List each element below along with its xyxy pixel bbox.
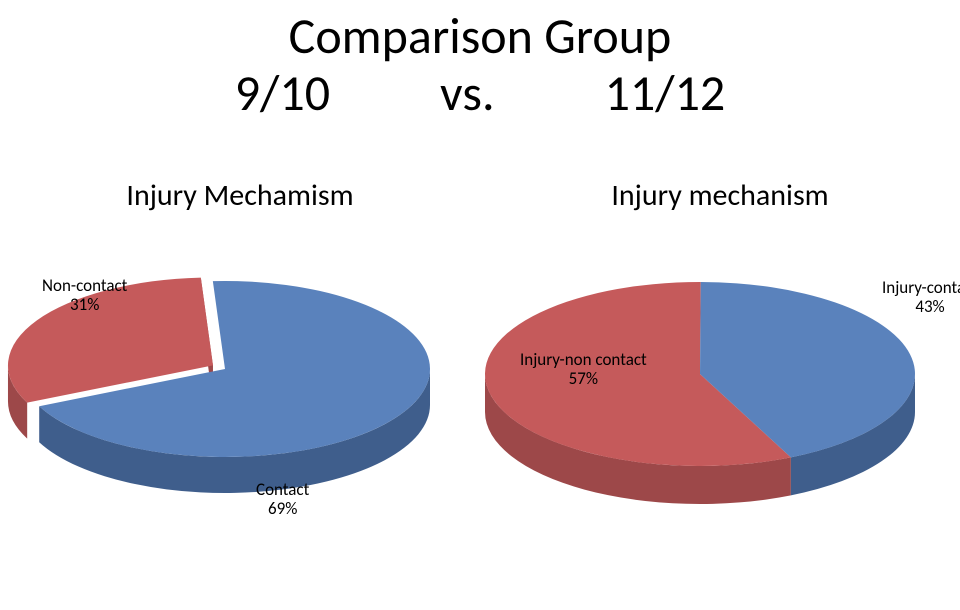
right-pie-chart: Injury-non contact 57% Injury-contact 43… [460,234,960,544]
title-line1: Comparison Group [0,8,960,66]
left-chart-title: Injury Mechamism [0,177,480,214]
right-slice-label-noncontact: Injury-non contact 57% [520,350,647,389]
title-left: 9/10 [235,66,330,121]
title-mid: vs. [440,66,495,121]
left-slice-label-noncontact: Non-contact 31% [42,276,127,315]
left-slice-label-contact: Contact 69% [256,480,309,519]
title-right: 11/12 [605,66,726,121]
left-pie-chart: Non-contact 31% Contact 69% [0,234,480,534]
page-title: Comparison Group 9/10 vs. 11/12 [0,8,960,121]
title-line2: 9/10 vs. 11/12 [0,66,960,121]
right-slice-label-contact: Injury-contact 43% [882,278,960,317]
right-chart-title: Injury mechanism [480,177,960,214]
charts-area: Non-contact 31% Contact 69% Injury-non c… [0,214,960,554]
subtitles-row: Injury Mechamism Injury mechanism [0,177,960,214]
